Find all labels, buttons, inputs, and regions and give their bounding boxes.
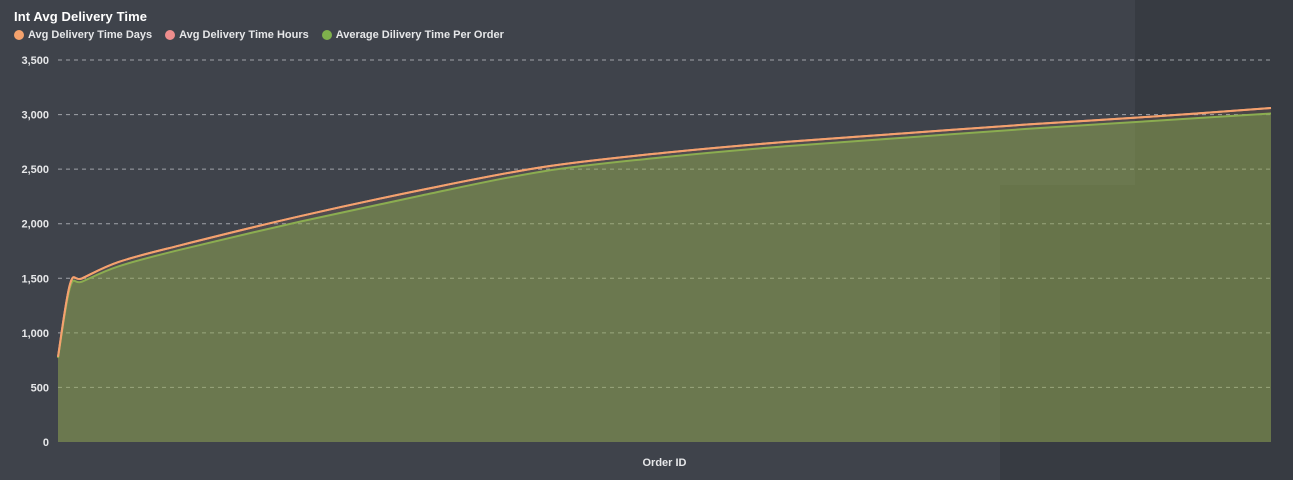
series [57, 107, 1272, 442]
y-tick-label: 1,500 [21, 273, 49, 285]
y-tick-label: 0 [43, 437, 49, 449]
y-tick-label: 2,500 [21, 164, 49, 176]
chart-legend: Avg Delivery Time Days Avg Delivery Time… [14, 29, 504, 41]
legend-label-hours: Avg Delivery Time Hours [179, 29, 309, 41]
legend-dot-hours [165, 30, 176, 40]
y-tick-label: 1,000 [21, 328, 49, 340]
series-line-2[interactable] [57, 112, 1272, 359]
legend-item-days[interactable]: Avg Delivery Time Days [14, 29, 152, 41]
grid [58, 59, 1271, 388]
legend-label-per-order: Average Dilivery Time Per Order [335, 29, 504, 41]
series-line-0[interactable] [57, 107, 1272, 358]
y-tick-label: 3,000 [21, 110, 49, 122]
legend-item-hours[interactable]: Avg Delivery Time Hours [165, 29, 309, 41]
chart-title: Int Avg Delivery Time [14, 9, 148, 24]
series-area-0 [58, 108, 1271, 442]
x-axis-label: Order ID [642, 457, 686, 469]
legend-item-per-order[interactable]: Average Dilivery Time Per Order [321, 29, 504, 41]
legend-dot-per-order [321, 30, 332, 40]
legend-label-days: Avg Delivery Time Days [28, 29, 153, 41]
y-tick-label: 3,500 [21, 55, 49, 67]
y-tick-label: 2,000 [21, 219, 49, 231]
legend-dot-days [14, 30, 24, 40]
series-area-1 [58, 108, 1271, 442]
series-area-2 [58, 113, 1271, 442]
axes: 0 500 1,000 1,500 2,000 2,500 3,000 3,500 Order … [21, 55, 686, 469]
y-tick-label: 500 [31, 382, 49, 394]
